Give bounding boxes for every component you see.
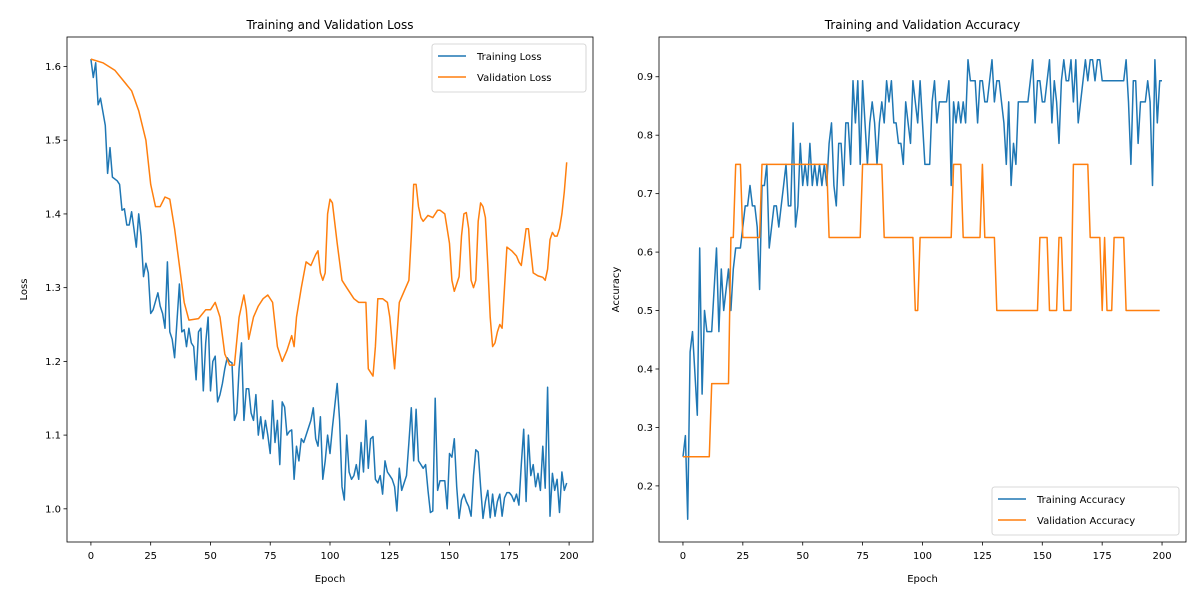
legend: Training Accuracy Validation Accuracy (991, 486, 1180, 536)
legend-label: Training Accuracy (1036, 495, 1125, 506)
chart-title: Training and Validation Loss (246, 18, 414, 32)
y-tick-label: 0.7 (637, 189, 653, 200)
legend-box (431, 43, 587, 93)
legend-label: Validation Accuracy (1037, 516, 1135, 527)
series-line-training-loss (90, 59, 568, 520)
series-line-training-accuracy (682, 59, 1162, 520)
y-tick-label: 0.9 (637, 72, 653, 83)
y-tick-label: 1.5 (45, 136, 61, 147)
x-tick-label: 175 (500, 551, 519, 562)
y-axis-label: Loss (19, 279, 30, 301)
legend: Training Loss Validation Loss (431, 43, 587, 93)
x-tick-label: 100 (913, 551, 932, 562)
y-tick-label: 0.6 (637, 248, 653, 259)
y-tick-label: 0.5 (637, 306, 653, 317)
y-axis-label: Accuracy (611, 267, 622, 313)
x-tick-label: 100 (320, 551, 339, 562)
x-tick-label: 175 (1093, 551, 1112, 562)
x-axis-label: Epoch (907, 574, 938, 585)
plot-frame (66, 36, 594, 543)
x-tick-label: 75 (856, 551, 869, 562)
x-tick-label: 25 (736, 551, 749, 562)
y-tick-label: 1.0 (45, 504, 61, 515)
x-axis-label: Epoch (315, 574, 346, 585)
x-tick-label: 200 (560, 551, 579, 562)
chart-loss: 0 25 50 75 100 125 150 175 200 1.0 1.1 1.2 1.3 1.4 1.5… (19, 18, 594, 585)
y-tick-label: 0.3 (637, 423, 653, 434)
legend-label: Validation Loss (477, 73, 552, 84)
x-tick-label: 150 (440, 551, 459, 562)
x-tick-label: 50 (204, 551, 217, 562)
x-tick-label: 50 (796, 551, 809, 562)
y-tick-label: 0.8 (637, 131, 653, 142)
legend-box (991, 486, 1180, 536)
y-tick-label: 1.3 (45, 283, 61, 294)
x-tick-label: 75 (264, 551, 277, 562)
x-tick-label: 0 (680, 551, 686, 562)
series-line-validation-loss (90, 58, 568, 377)
y-tick-label: 0.4 (637, 364, 653, 375)
chart-accuracy: 0 25 50 75 100 125 150 175 200 0.2 0.3 0.4 0.5 0.6 0.7… (611, 18, 1187, 585)
y-tick-label: 1.6 (45, 62, 61, 73)
chart-title: Training and Validation Accuracy (824, 18, 1020, 32)
y-tick-label: 0.2 (637, 481, 653, 492)
legend-label: Training Loss (476, 52, 542, 63)
x-tick-label: 125 (973, 551, 992, 562)
y-tick-label: 1.4 (45, 209, 61, 220)
x-tick-label: 150 (1033, 551, 1052, 562)
x-tick-label: 25 (144, 551, 157, 562)
x-tick-label: 200 (1152, 551, 1171, 562)
x-tick-label: 0 (88, 551, 94, 562)
y-tick-label: 1.2 (45, 357, 61, 368)
series-line-validation-accuracy (683, 163, 1160, 458)
y-tick-label: 1.1 (45, 431, 61, 442)
x-tick-label: 125 (380, 551, 399, 562)
